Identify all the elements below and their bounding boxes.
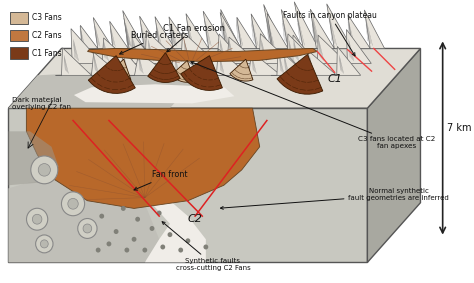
- Polygon shape: [148, 53, 180, 82]
- Text: Fan front: Fan front: [134, 170, 187, 190]
- Polygon shape: [88, 48, 317, 62]
- Polygon shape: [138, 31, 246, 63]
- Circle shape: [178, 248, 183, 252]
- Polygon shape: [128, 51, 235, 75]
- Polygon shape: [220, 5, 284, 48]
- Circle shape: [32, 214, 42, 224]
- Polygon shape: [230, 59, 253, 81]
- Bar: [10, 48, 27, 59]
- Polygon shape: [282, 29, 371, 63]
- Circle shape: [203, 245, 208, 250]
- Polygon shape: [108, 59, 131, 81]
- Circle shape: [125, 248, 129, 252]
- Polygon shape: [27, 108, 260, 208]
- Text: C1 Fan erosion: C1 Fan erosion: [163, 24, 225, 52]
- Polygon shape: [172, 60, 194, 82]
- Text: Buried craters: Buried craters: [119, 31, 189, 54]
- Polygon shape: [66, 29, 156, 63]
- Polygon shape: [310, 4, 384, 48]
- Circle shape: [83, 224, 92, 233]
- Polygon shape: [73, 173, 206, 262]
- Polygon shape: [9, 108, 367, 262]
- Text: C2 Fans: C2 Fans: [32, 31, 61, 40]
- Polygon shape: [9, 131, 59, 185]
- Circle shape: [167, 232, 173, 237]
- Circle shape: [68, 198, 78, 209]
- Polygon shape: [9, 72, 224, 108]
- Polygon shape: [220, 34, 318, 63]
- Circle shape: [157, 211, 162, 216]
- Circle shape: [62, 192, 85, 216]
- Circle shape: [40, 240, 48, 248]
- Text: C3 fans located at C2
fan apexes: C3 fans located at C2 fan apexes: [191, 61, 435, 149]
- Polygon shape: [277, 54, 323, 94]
- Polygon shape: [210, 49, 307, 75]
- Polygon shape: [271, 46, 361, 75]
- Polygon shape: [9, 108, 159, 262]
- Text: C1: C1: [328, 74, 343, 84]
- Bar: [10, 29, 27, 42]
- Circle shape: [31, 156, 58, 184]
- Circle shape: [78, 218, 97, 238]
- Polygon shape: [80, 18, 140, 48]
- Circle shape: [36, 235, 53, 253]
- Circle shape: [107, 241, 111, 246]
- Circle shape: [114, 229, 118, 234]
- Circle shape: [150, 226, 155, 231]
- Polygon shape: [55, 48, 146, 75]
- Text: C2: C2: [188, 214, 202, 224]
- Text: C3 Fans: C3 Fans: [32, 13, 61, 22]
- Text: Faults in canyon plateau: Faults in canyon plateau: [283, 11, 377, 56]
- Polygon shape: [74, 84, 235, 103]
- Polygon shape: [367, 48, 420, 262]
- Text: C1 Fans: C1 Fans: [32, 49, 61, 58]
- Circle shape: [185, 238, 191, 243]
- Polygon shape: [267, 2, 331, 48]
- Circle shape: [38, 164, 50, 176]
- Bar: [10, 12, 27, 23]
- Circle shape: [142, 248, 147, 252]
- Circle shape: [121, 206, 126, 211]
- Text: 7 km: 7 km: [447, 123, 471, 133]
- Circle shape: [160, 245, 165, 250]
- Polygon shape: [169, 9, 241, 48]
- Polygon shape: [88, 56, 135, 93]
- Polygon shape: [9, 48, 420, 108]
- Circle shape: [132, 237, 137, 242]
- Text: Synthetic faults
cross-cutting C2 Fans: Synthetic faults cross-cutting C2 Fans: [162, 222, 250, 271]
- Polygon shape: [123, 10, 187, 48]
- Text: Normal synthetic
fault geometries are inferred: Normal synthetic fault geometries are in…: [220, 188, 449, 209]
- Text: Dark material
overlying C2 fan: Dark material overlying C2 fan: [12, 97, 71, 110]
- Circle shape: [96, 248, 100, 252]
- Polygon shape: [181, 56, 222, 91]
- Circle shape: [27, 208, 48, 230]
- Circle shape: [135, 217, 140, 222]
- Circle shape: [100, 214, 104, 219]
